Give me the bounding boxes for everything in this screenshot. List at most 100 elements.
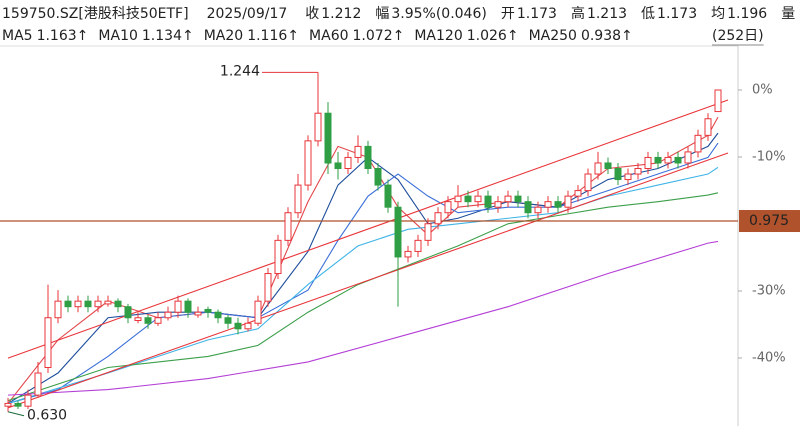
candle-body [334,162,342,169]
header-text: 0.938 [581,28,621,44]
candle-body [374,167,382,186]
period-label: (252日) [712,28,764,44]
header-text: 1.163 [37,28,77,44]
header-text: 高 [571,5,585,22]
header-text: 开 [501,6,515,22]
header-text: 收 [305,6,319,22]
candle-body [204,308,212,313]
header-text: 1.173 [657,6,697,22]
ma-line [7,116,719,404]
header-text: 3.95%(0.046) [391,6,486,22]
candle-body [604,162,612,169]
candle-body [634,167,642,175]
candle-body [224,317,232,324]
header-text: 1.116 [247,28,287,44]
ma-line [7,240,719,396]
candle-body [254,300,262,324]
candle-body [184,300,192,313]
candle-body [454,195,462,203]
candle-body [394,206,402,258]
candle-body [714,89,722,113]
header-text: MA250 [529,28,577,44]
candle-body [464,195,472,203]
candle-body [494,201,502,208]
price-tag-label: 0.975 [749,213,789,229]
header-text: ↑ [393,28,405,44]
candle-body [544,201,552,208]
header-text: 1.173 [517,6,557,22]
candle-body [474,195,482,203]
candle-body [354,145,362,158]
min-label: 0.630 [27,408,67,424]
candle-body [364,145,372,169]
header-text: 幅 [375,6,389,22]
candle-body [104,300,112,305]
header-text: MA10 [98,28,137,44]
candle-body [174,300,182,313]
candle-body [564,195,572,208]
candle-body [504,195,512,203]
header-text: 1.134 [142,28,182,44]
header-text: 1.026 [467,28,507,44]
candle-body [294,184,302,214]
header-text: 2025/09/17 [207,6,288,22]
candle-body [324,112,332,164]
candle-body [304,140,312,186]
header-text: MA120 [414,28,462,44]
header-text: 1.213 [587,6,627,22]
candle-body [704,118,712,136]
candle-body [414,239,422,252]
header-text: MA5 [2,28,33,44]
header-text: 均 [711,6,725,22]
header-text: 1.196 [727,6,767,22]
candle-body [554,201,562,208]
candle-body [114,300,122,308]
candle-body [654,156,662,164]
candle-body [74,300,82,308]
candle-body [534,206,542,214]
candle-body [644,156,652,169]
candle-body [594,162,602,175]
candle-body [514,195,522,203]
header-text: ↑ [507,28,519,44]
candle-body [384,184,392,208]
candle-body [484,195,492,208]
header-text: ↑ [287,28,299,44]
header-text: ↑ [77,28,89,44]
y-tick-label: -10% [752,150,786,165]
header-text: ↑ [182,28,194,44]
candle-body [194,311,202,316]
price-tag [739,210,800,233]
candle-body [54,300,62,319]
candle-body [584,173,592,192]
y-tick-label: 0% [752,83,773,98]
candle-body [124,306,132,319]
candle-body [34,372,42,396]
candle-body [614,167,622,181]
candle-body [154,317,162,324]
candle-body [234,322,242,330]
channel-line [7,152,729,409]
candle-body [404,250,412,258]
candle-body [524,201,532,214]
candle-body [274,239,282,275]
candle-body [94,300,102,308]
candle-body [164,311,172,319]
candle-body [4,402,12,407]
max-label: 1.244 [220,63,260,79]
candle-body [684,151,692,164]
y-tick-label: -40% [752,350,786,365]
ma-line [7,142,719,404]
candle-body [434,212,442,225]
header-text: 1.072 [353,28,393,44]
candle-body [344,156,352,169]
candle-body [24,394,32,407]
header-text: 1.212 [321,6,361,22]
header-text: ↑ [621,28,633,44]
candle-body [264,273,272,302]
candle-body [664,156,672,164]
candle-body [444,201,452,214]
candle-body [314,112,322,142]
